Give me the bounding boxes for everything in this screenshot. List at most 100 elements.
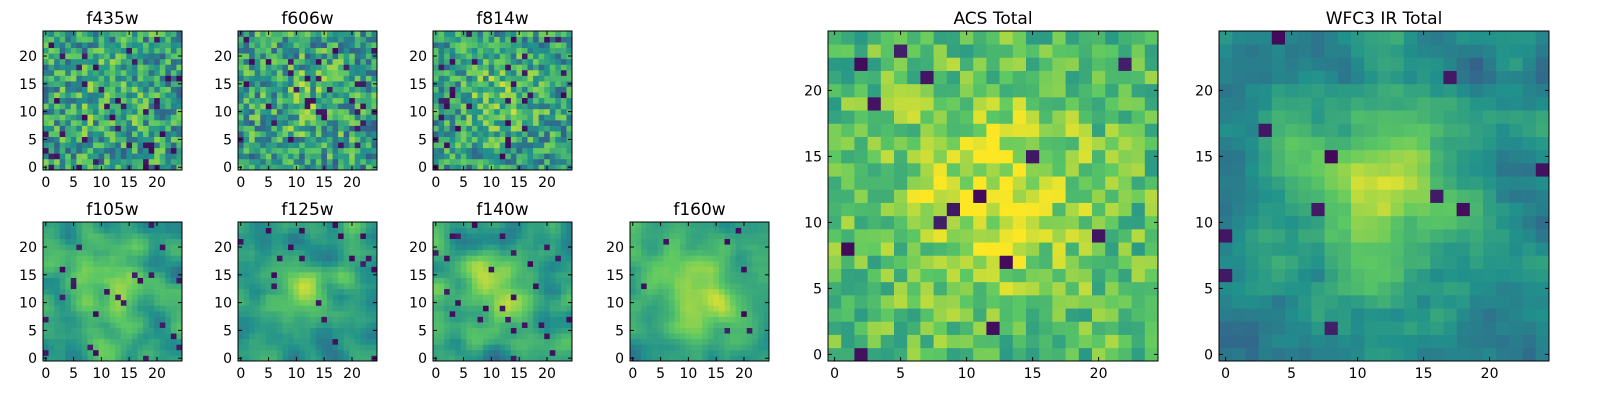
- heatmap-cell: [304, 31, 311, 37]
- heatmap-cell: [48, 355, 55, 362]
- heatmap-cell: [724, 260, 731, 267]
- heatmap-cell: [154, 305, 161, 312]
- heatmap-cell: [354, 222, 361, 228]
- heatmap-cell: [538, 349, 545, 356]
- heatmap-cell: [310, 299, 317, 306]
- heatmap-cell: [115, 142, 122, 149]
- heatmap-cell: [148, 147, 155, 154]
- heatmap-cell: [696, 316, 703, 323]
- heatmap-cell: [933, 334, 948, 349]
- heatmap-cell: [674, 222, 681, 228]
- heatmap-cell: [718, 260, 725, 267]
- heatmap-cell: [304, 147, 311, 154]
- heatmap-cell: [54, 75, 61, 82]
- heatmap-cell: [510, 158, 517, 165]
- heatmap-cell: [93, 136, 99, 143]
- heatmap-cell: [349, 277, 356, 284]
- heatmap-cell: [652, 349, 659, 356]
- heatmap-cell: [433, 58, 439, 65]
- heatmap-cell: [131, 36, 138, 43]
- heatmap-cell: [466, 260, 473, 267]
- heatmap-cell: [365, 42, 372, 49]
- heatmap-cell: [533, 333, 539, 340]
- heatmap-cell: [477, 238, 484, 245]
- heatmap-cell: [249, 36, 256, 43]
- heatmap-cell: [282, 322, 289, 328]
- heatmap-cell: [70, 142, 77, 149]
- heatmap-cell: [741, 349, 748, 356]
- heatmap-cell: [549, 244, 556, 251]
- heatmap-cell: [332, 92, 339, 99]
- heatmap-cell: [499, 294, 506, 301]
- heatmap-cell: [304, 131, 311, 137]
- heatmap-cell: [310, 153, 317, 160]
- heatmap-cell: [65, 103, 72, 110]
- heatmap-cell: [254, 260, 261, 267]
- heatmap-cell: [126, 81, 133, 87]
- heatmap-cell: [730, 238, 736, 245]
- heatmap-cell: [349, 333, 356, 340]
- heatmap-cell: [735, 266, 742, 273]
- heatmap-cell: [120, 255, 127, 262]
- heatmap-cell: [560, 338, 567, 345]
- heatmap-cell: [674, 355, 681, 362]
- heatmap-cell: [471, 119, 478, 126]
- heatmap-cell: [104, 283, 111, 290]
- heatmap-cell: [652, 310, 659, 317]
- heatmap-cell: [98, 238, 105, 245]
- heatmap-cell: [332, 344, 339, 351]
- heatmap-cell: [343, 322, 350, 328]
- heatmap-cell: [483, 333, 489, 340]
- heatmap-cell: [81, 283, 88, 290]
- heatmap-cell: [646, 238, 653, 245]
- heatmap-cell: [143, 97, 149, 104]
- heatmap-cell: [455, 86, 462, 93]
- heatmap-cell: [299, 333, 306, 340]
- heatmap-cell: [555, 238, 562, 245]
- heatmap-cell: [999, 295, 1014, 309]
- heatmap-cell: [282, 327, 289, 334]
- heatmap-cell: [148, 249, 155, 256]
- heatmap-cell: [680, 349, 686, 356]
- heatmap-cell: [365, 344, 372, 351]
- heatmap-cell: [70, 42, 77, 49]
- heatmap-cell: [560, 42, 567, 49]
- heatmap-cell: [444, 344, 451, 351]
- heatmap-cell: [488, 227, 495, 234]
- heatmap-cell: [109, 86, 116, 93]
- heatmap-cell: [120, 249, 127, 256]
- heatmap-cell: [76, 147, 83, 154]
- heatmap-cell: [483, 119, 489, 126]
- heatmap-cell: [907, 347, 921, 362]
- heatmap-cell: [438, 81, 445, 87]
- heatmap-cell: [466, 108, 473, 115]
- heatmap-cell: [527, 86, 534, 93]
- heatmap-cell: [538, 136, 545, 143]
- heatmap-cell: [288, 316, 294, 323]
- heatmap-cell: [254, 344, 261, 351]
- heatmap-cell: [521, 255, 528, 262]
- heatmap-cell: [104, 260, 111, 267]
- heatmap-cell: [265, 299, 272, 306]
- heatmap-cell: [343, 69, 350, 76]
- heatmap-cell: [76, 86, 83, 93]
- heatmap-cell: [48, 164, 55, 171]
- heatmap-cell: [960, 202, 974, 217]
- heatmap-cell: [521, 119, 528, 126]
- heatmap-cell: [115, 97, 122, 104]
- heatmap-cell: [238, 310, 244, 317]
- heatmap-cell: [148, 114, 155, 121]
- heatmap-cell: [724, 338, 731, 345]
- heatmap-cell: [657, 349, 664, 356]
- heatmap-cell: [549, 249, 556, 256]
- heatmap-cell: [87, 283, 94, 290]
- heatmap-cell: [354, 92, 361, 99]
- heatmap-cell: [176, 103, 183, 110]
- heatmap-cell: [109, 333, 116, 340]
- heatmap-cell: [48, 97, 55, 104]
- heatmap-cell: [841, 149, 855, 164]
- heatmap-cell: [165, 114, 172, 121]
- heatmap-cell: [148, 47, 155, 54]
- heatmap-cell: [126, 42, 133, 49]
